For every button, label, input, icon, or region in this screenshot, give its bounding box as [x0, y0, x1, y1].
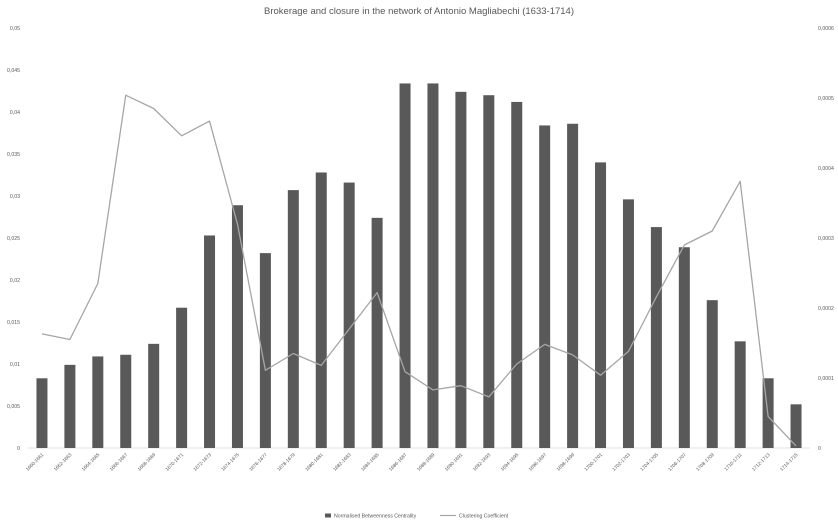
y-right-tick-label: 0,0004 — [818, 166, 834, 172]
bar — [120, 354, 132, 448]
x-tick-label: 1666-1667 — [109, 452, 130, 473]
line-series — [41, 94, 797, 447]
x-tick-label: 1712-1713 — [751, 452, 772, 473]
x-tick-label: 1714-1715 — [779, 452, 800, 473]
y-right-tick-label: 0 — [818, 446, 821, 452]
x-tick-label: 1696-1697 — [528, 452, 549, 473]
bar — [790, 404, 802, 448]
x-tick-label: 1704-1705 — [639, 452, 660, 473]
bar — [650, 227, 662, 448]
bar — [64, 364, 76, 448]
y-left-tick-label: 0,025 — [7, 236, 20, 242]
y-right-tick-label: 0,0003 — [818, 236, 834, 242]
x-tick-label: 1688-1689 — [416, 452, 437, 473]
y-left-tick-label: 0,015 — [7, 320, 20, 326]
bar — [315, 172, 327, 449]
x-tick-label: 1672-1673 — [192, 452, 213, 473]
x-tick-label: 1664-1665 — [81, 452, 102, 473]
bar — [231, 205, 243, 448]
legend-swatch-betweenness — [325, 513, 331, 518]
x-tick-label: 1668-1669 — [137, 452, 158, 473]
y-left-tick-label: 0,01 — [10, 362, 20, 368]
bar — [455, 91, 467, 448]
x-tick-label: 1686-1687 — [388, 452, 409, 473]
bar — [483, 95, 495, 448]
y-left-tick-label: 0,03 — [10, 194, 20, 200]
bar — [427, 83, 439, 448]
x-tick-label: 1708-1709 — [695, 452, 716, 473]
x-tick-label: 1684-1685 — [360, 452, 381, 473]
y-right-tick-label: 0,0005 — [818, 96, 834, 102]
bar — [371, 217, 383, 448]
x-tick-label: 1710-1711 — [723, 452, 743, 472]
bar — [92, 356, 104, 448]
y-right-tick-label: 0,0001 — [818, 376, 834, 382]
y-right-tick-label: 0,0006 — [818, 26, 834, 32]
legend: Normalised Betweenness Centrality Cluste… — [325, 513, 509, 520]
y-left-tick-label: 0 — [17, 446, 20, 452]
bar — [287, 190, 299, 448]
x-tick-label: 1698-1699 — [556, 452, 577, 473]
legend-label-clustering: Clustering Coefficient — [459, 514, 509, 520]
bar — [567, 123, 579, 448]
y-axis-right-ticks: 0 0,0001 0,0002 0,0003 0,0004 0,0005 0,0006 — [818, 26, 834, 452]
bar — [36, 378, 48, 448]
bar — [148, 343, 160, 448]
x-tick-label: 1676-1677 — [248, 452, 269, 473]
chart-title: Brokerage and closure in the network of … — [264, 6, 574, 17]
bar — [539, 125, 551, 448]
bar — [511, 101, 523, 449]
x-axis-ticks: 1660-1661 1662-1663 1664-1665 1666-1667 1668… — [25, 452, 800, 473]
x-tick-label: 1674-1675 — [220, 452, 241, 473]
bar — [204, 235, 216, 448]
bar — [706, 300, 718, 448]
y-right-tick-label: 0,0002 — [818, 306, 834, 312]
x-tick-label: 1706-1707 — [667, 452, 688, 473]
x-tick-label: 1690-1691 — [444, 452, 465, 473]
x-tick-label: 1680-1681 — [304, 452, 325, 473]
y-left-tick-label: 0,035 — [7, 152, 20, 158]
bar — [259, 253, 271, 448]
x-tick-label: 1660-1661 — [25, 452, 46, 473]
x-tick-label: 1662-1663 — [53, 452, 74, 473]
y-left-tick-label: 0,045 — [7, 68, 20, 74]
bar — [595, 162, 607, 448]
x-tick-label: 1670-1671 — [165, 452, 186, 473]
x-tick-label: 1700-1701 — [583, 452, 604, 473]
x-tick-label: 1692-1693 — [472, 452, 493, 473]
x-tick-label: 1702-1703 — [611, 452, 632, 473]
bar — [343, 182, 355, 448]
clustering-line — [41, 94, 797, 447]
bar — [678, 247, 690, 448]
x-tick-label: 1678-1679 — [276, 452, 297, 473]
bar — [399, 83, 411, 448]
y-left-tick-label: 0,04 — [10, 110, 20, 116]
y-left-tick-label: 0,02 — [10, 278, 20, 284]
y-left-tick-label: 0,05 — [10, 26, 20, 32]
x-tick-label: 1694-1695 — [500, 452, 521, 473]
y-axis-left-ticks: 0 0,005 0,01 0,015 0,02 0,025 0,03 0,035 0,04 0,0… — [7, 26, 20, 452]
bar — [622, 199, 634, 448]
bar-series — [36, 83, 802, 449]
bar — [734, 341, 746, 448]
bar — [176, 307, 188, 448]
legend-label-betweenness: Normalised Betweenness Centrality — [334, 514, 417, 520]
y-left-tick-label: 0,005 — [7, 404, 20, 410]
x-tick-label: 1682-1683 — [332, 452, 353, 473]
